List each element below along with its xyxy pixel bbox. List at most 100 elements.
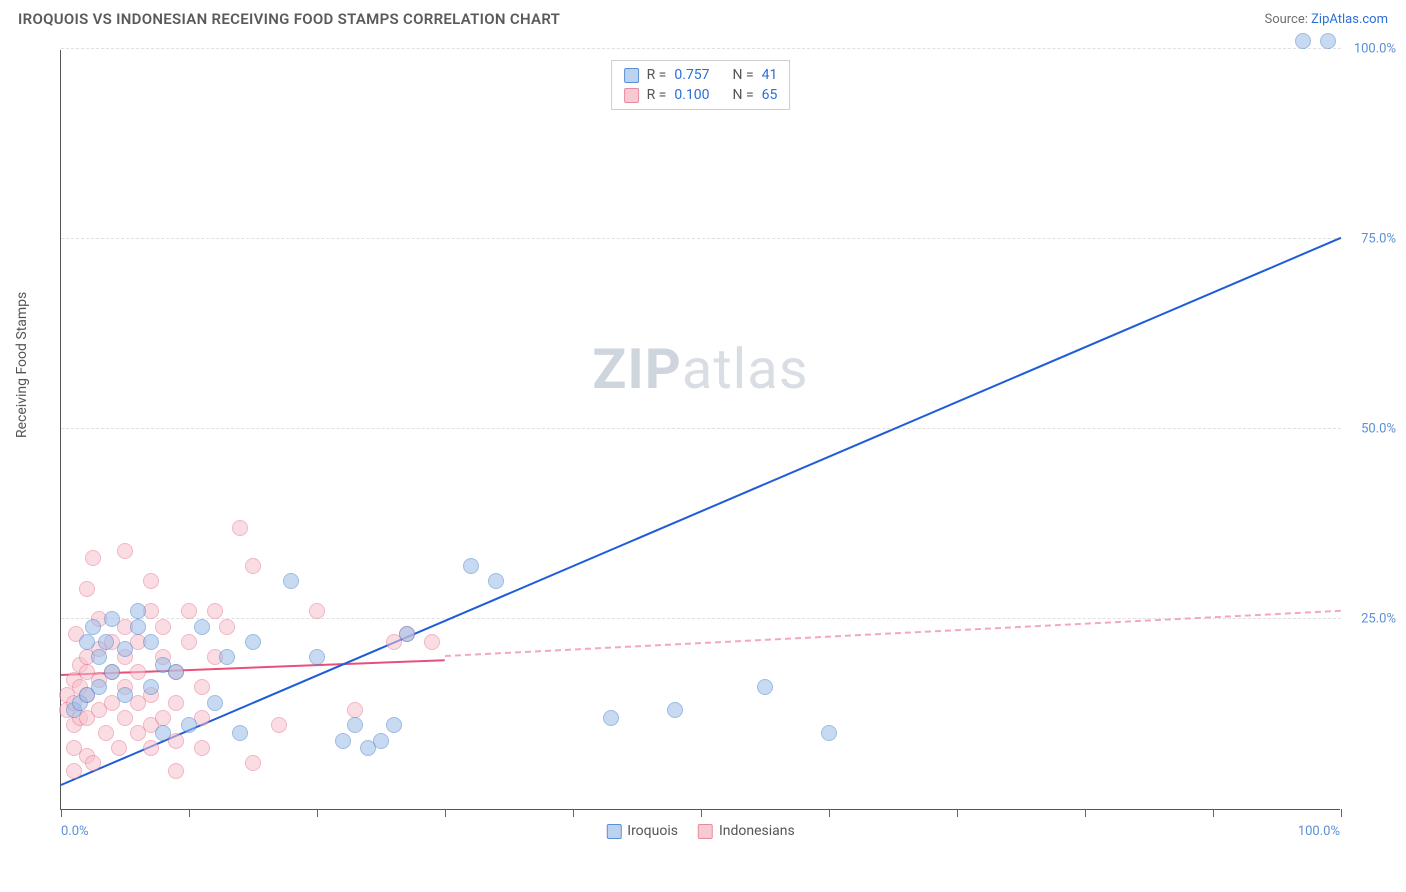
x-tick [701, 809, 702, 817]
scatter-point [1320, 33, 1336, 49]
scatter-point [117, 687, 133, 703]
n-label: N = [733, 87, 754, 103]
x-tick [61, 809, 62, 817]
legend-series: Iroquois Indonesians [606, 823, 794, 839]
legend-label: Iroquois [627, 823, 678, 839]
swatch-blue [606, 824, 621, 839]
n-value: 41 [762, 67, 778, 83]
scatter-point [155, 725, 171, 741]
scatter-point [219, 619, 235, 635]
x-tick [189, 809, 190, 817]
x-tick [829, 809, 830, 817]
legend-item-iroquois: Iroquois [606, 823, 678, 839]
scatter-point [117, 641, 133, 657]
scatter-point [117, 543, 133, 559]
scatter-point [143, 679, 159, 695]
legend-row-indonesians: R = 0.100 N = 65 [624, 85, 778, 105]
scatter-point [155, 710, 171, 726]
scatter-point [66, 763, 82, 779]
x-tick-label: 0.0% [61, 824, 89, 839]
scatter-point [309, 649, 325, 665]
scatter-point [245, 755, 261, 771]
source-label: Source: [1264, 12, 1311, 27]
x-tick [573, 809, 574, 817]
scatter-point [143, 573, 159, 589]
y-tick-label: 75.0% [1361, 232, 1396, 247]
n-label: N = [733, 67, 754, 83]
scatter-point [98, 634, 114, 650]
scatter-point [463, 558, 479, 574]
scatter-point [386, 717, 402, 733]
scatter-point [821, 725, 837, 741]
scatter-point [373, 733, 389, 749]
scatter-point [309, 603, 325, 619]
swatch-pink [698, 824, 713, 839]
scatter-point [399, 626, 415, 642]
trendline [445, 609, 1341, 656]
y-tick-label: 25.0% [1361, 612, 1396, 627]
gridline-h [61, 428, 1341, 429]
scatter-point [232, 520, 248, 536]
scatter-point [207, 695, 223, 711]
r-value: 0.100 [674, 87, 709, 103]
x-tick [445, 809, 446, 817]
x-tick [1085, 809, 1086, 817]
scatter-point [424, 634, 440, 650]
legend-correlation: R = 0.757 N = 41 R = 0.100 N = 65 [611, 60, 791, 110]
scatter-point [757, 679, 773, 695]
chart-title: IROQUOIS VS INDONESIAN RECEIVING FOOD ST… [18, 10, 560, 28]
scatter-point [111, 740, 127, 756]
scatter-point [194, 679, 210, 695]
scatter-point [181, 603, 197, 619]
scatter-point [79, 634, 95, 650]
scatter-point [130, 619, 146, 635]
scatter-point [207, 603, 223, 619]
legend-item-indonesians: Indonesians [698, 823, 795, 839]
scatter-point [168, 695, 184, 711]
scatter-point [143, 740, 159, 756]
trendline [61, 237, 1342, 786]
scatter-point [168, 763, 184, 779]
source-text: Source: ZipAtlas.com [1264, 12, 1388, 27]
x-tick [317, 809, 318, 817]
x-tick [1341, 809, 1342, 817]
scatter-point [271, 717, 287, 733]
scatter-point [155, 619, 171, 635]
watermark: ZIPatlas [592, 336, 808, 402]
scatter-chart: ZIPatlas R = 0.757 N = 41 R = 0.100 N = … [60, 50, 1380, 840]
scatter-point [181, 634, 197, 650]
y-tick-label: 50.0% [1361, 422, 1396, 437]
x-tick [957, 809, 958, 817]
scatter-point [194, 619, 210, 635]
legend-label: Indonesians [719, 823, 795, 839]
scatter-point [347, 702, 363, 718]
scatter-point [130, 664, 146, 680]
r-label: R = [647, 67, 667, 83]
swatch-blue [624, 68, 639, 83]
scatter-point [143, 634, 159, 650]
gridline-h [61, 48, 1341, 49]
x-tick [1213, 809, 1214, 817]
scatter-point [232, 725, 248, 741]
watermark-bold: ZIP [592, 336, 681, 402]
y-tick-label: 100.0% [1354, 42, 1396, 57]
source-link[interactable]: ZipAtlas.com [1311, 12, 1388, 27]
scatter-point [245, 558, 261, 574]
scatter-point [283, 573, 299, 589]
scatter-point [91, 649, 107, 665]
scatter-point [667, 702, 683, 718]
r-value: 0.757 [674, 67, 709, 83]
plot-area: ZIPatlas R = 0.757 N = 41 R = 0.100 N = … [60, 50, 1340, 810]
scatter-point [219, 649, 235, 665]
scatter-point [104, 664, 120, 680]
scatter-point [130, 603, 146, 619]
x-tick-label: 100.0% [1298, 824, 1340, 839]
watermark-rest: atlas [682, 336, 809, 402]
n-value: 65 [762, 87, 778, 103]
y-axis-label: Receiving Food Stamps [14, 292, 30, 438]
scatter-point [85, 550, 101, 566]
scatter-point [168, 664, 184, 680]
scatter-point [85, 619, 101, 635]
scatter-point [117, 710, 133, 726]
legend-row-iroquois: R = 0.757 N = 41 [624, 65, 778, 85]
